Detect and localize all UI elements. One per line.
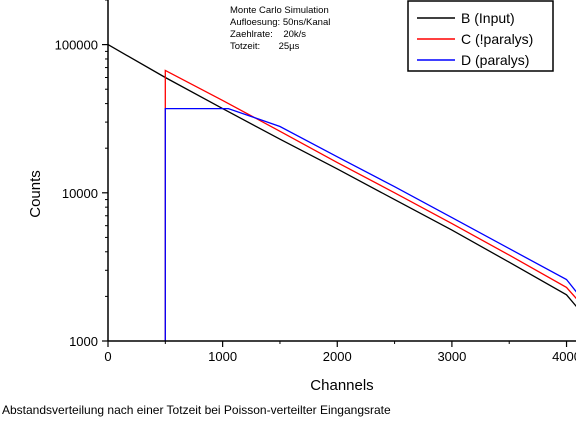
annotation-line-3: Zaehlrate: 20k/s: [230, 29, 306, 40]
y-tick-label-2: 100000: [55, 38, 98, 53]
legend-label-input: B (Input): [461, 10, 515, 26]
annotation-line-2: Aufloesung: 50ns/Kanal: [230, 17, 330, 28]
x-axis-title: Channels: [310, 377, 373, 394]
x-tick-label-1: 1000: [208, 349, 237, 364]
x-tick-label-3: 3000: [437, 349, 466, 364]
series-line-1: [164, 69, 576, 341]
axes-layer: 0 1000 2000 3000 4000 1000 10000 100000: [55, 0, 576, 364]
y-axis-title: Counts: [27, 170, 44, 218]
chart: 0 1000 2000 3000 4000 1000 10000 100000 Channel…: [27, 0, 576, 394]
y-tick-label-1: 10000: [62, 186, 98, 201]
annotation-box: Monte Carlo Simulation Aufloesung: 50ns/…: [230, 5, 330, 52]
series-line-0: [107, 44, 576, 307]
x-tick-label-4: 4000: [552, 349, 576, 364]
series-line-2: [164, 107, 576, 341]
figure-caption: Abstandsverteilung nach einer Totzeit be…: [2, 403, 391, 417]
x-tick-label-0: 0: [104, 349, 111, 364]
y-tick-label-0: 1000: [69, 334, 98, 349]
legend-label-paralyzable: D (paralys): [461, 52, 529, 68]
series-layer: [107, 44, 576, 341]
legend: B (Input) C (!paralys) D (paralys): [407, 0, 554, 72]
annotation-line-4: Totzeit: 25µs: [230, 41, 300, 52]
x-tick-label-2: 2000: [323, 349, 352, 364]
plot-area: 0 1000 2000 3000 4000 1000 10000 100000: [55, 0, 576, 364]
annotation-line-1: Monte Carlo Simulation: [230, 5, 329, 16]
legend-label-non-paralyzable: C (!paralys): [461, 31, 533, 47]
